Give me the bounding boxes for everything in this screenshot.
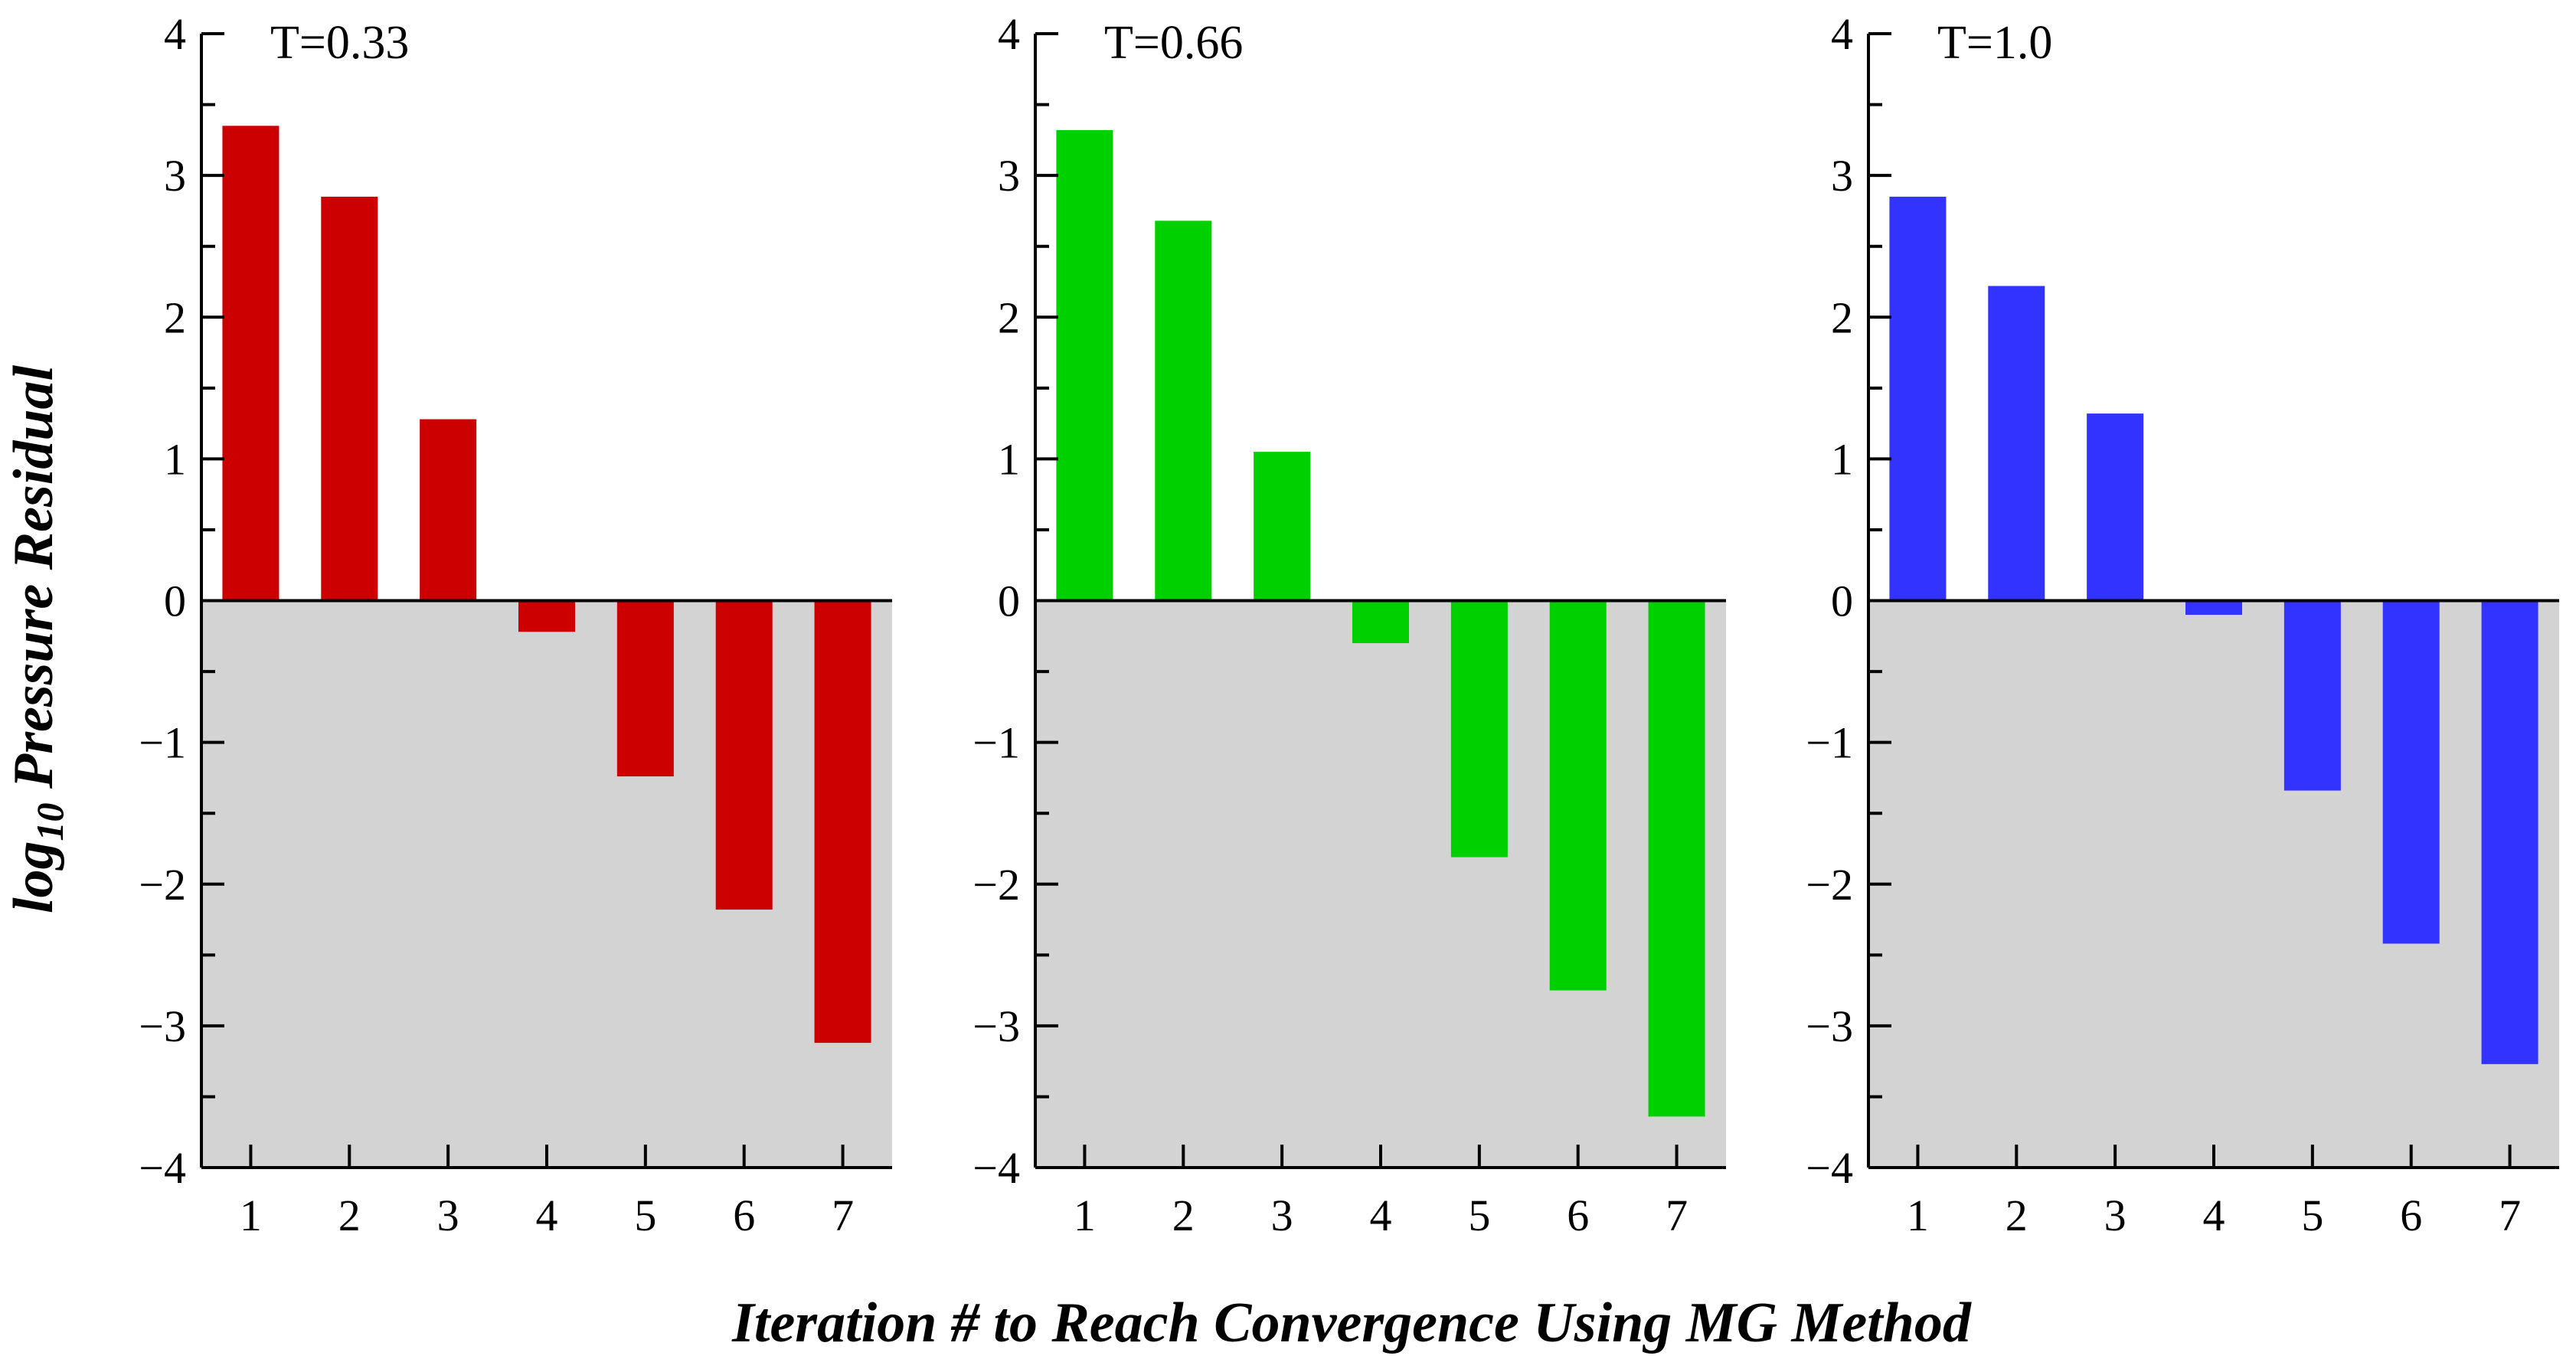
- bar-5: [1450, 600, 1508, 858]
- y-tick-label: 1: [998, 434, 1020, 484]
- y-tick-label: −3: [139, 1001, 186, 1051]
- y-tick-label: 0: [998, 577, 1020, 626]
- chart-panel-3: −4 −3 −2 −1 0 1 2 3 4 1 2 3 4 5 6 7 T=1.0: [1806, 9, 2559, 1240]
- y-tick-label: −1: [1806, 718, 1853, 768]
- y-tick-label: 0: [164, 577, 186, 626]
- x-tick-label: 4: [2203, 1191, 2225, 1240]
- x-tick-label: 4: [1370, 1191, 1392, 1240]
- x-tick-label: 6: [1567, 1191, 1589, 1240]
- x-tick-label: 5: [1468, 1191, 1490, 1240]
- x-tick-label: 3: [1271, 1191, 1293, 1240]
- chart-panel-1: −4 −3 −2 −1 0 1 2 3 4 1 2 3 4 5 6 7 T=0.33: [139, 9, 892, 1240]
- x-tick-label: 2: [338, 1191, 361, 1240]
- x-tick-label: 4: [536, 1191, 558, 1240]
- y-tick-label: 2: [998, 292, 1020, 342]
- bar-2: [1155, 220, 1212, 601]
- y-tick-label: −4: [139, 1143, 186, 1193]
- x-tick-label: 2: [2006, 1191, 2028, 1240]
- bar-7: [2481, 600, 2538, 1064]
- y-tick-label: 2: [164, 292, 186, 342]
- panel-title: T=0.33: [270, 17, 409, 69]
- bar-7: [814, 600, 871, 1044]
- x-tick-label: 3: [437, 1191, 459, 1240]
- x-tick-label: 7: [2499, 1191, 2521, 1240]
- bar-5: [2283, 600, 2341, 791]
- bar-1: [1056, 129, 1113, 601]
- bar-7: [1648, 600, 1705, 1117]
- y-tick-label: −2: [1806, 860, 1853, 910]
- x-tick-label: 6: [2400, 1191, 2422, 1240]
- y-axis-label-log: log: [2, 841, 65, 913]
- bar-6: [2382, 600, 2440, 944]
- y-tick-label: 3: [164, 151, 186, 201]
- y-tick-label: 4: [164, 9, 186, 59]
- y-tick-label: −2: [973, 860, 1020, 910]
- y-tick-label: 2: [1831, 292, 1853, 342]
- bar-1: [222, 126, 280, 601]
- x-tick-label: 7: [832, 1191, 854, 1240]
- bar-3: [1254, 452, 1311, 601]
- y-tick-label: −3: [973, 1001, 1020, 1051]
- y-tick-label: −1: [139, 718, 186, 768]
- x-tick-label: 6: [733, 1191, 755, 1240]
- bar-4: [518, 600, 575, 632]
- negative-region: [1868, 600, 2559, 1168]
- y-tick-label: 3: [1831, 151, 1853, 201]
- bar-4: [2185, 600, 2242, 616]
- panel-title: T=1.0: [1937, 17, 2052, 69]
- bar-5: [616, 600, 674, 777]
- x-tick-label: 5: [634, 1191, 656, 1240]
- negative-region: [1035, 600, 1726, 1168]
- y-tick-label: 1: [164, 434, 186, 484]
- x-tick-label: 5: [2301, 1191, 2323, 1240]
- negative-region: [201, 600, 892, 1168]
- y-tick-label: 1: [1831, 434, 1853, 484]
- bar-4: [1352, 600, 1409, 644]
- x-axis-label: Iteration # to Reach Convergence Using M…: [731, 1292, 1972, 1354]
- y-tick-label: −3: [1806, 1001, 1853, 1051]
- y-tick-label: 4: [998, 9, 1020, 59]
- bar-2: [321, 196, 378, 601]
- y-tick-label: −4: [973, 1143, 1020, 1193]
- x-tick-label: 2: [1172, 1191, 1195, 1240]
- y-axis-label: log10 Pressure Residual: [2, 365, 71, 914]
- bar-2: [1988, 286, 2045, 601]
- y-tick-label: 0: [1831, 577, 1853, 626]
- bar-3: [420, 419, 477, 601]
- y-tick-label: −1: [973, 718, 1020, 768]
- x-tick-label: 1: [240, 1191, 262, 1240]
- y-axis-label-subscript: 10: [28, 802, 71, 841]
- x-tick-label: 7: [1666, 1191, 1688, 1240]
- bar-1: [1889, 196, 1947, 601]
- y-axis-label-rest: Pressure Residual: [2, 365, 65, 803]
- bar-3: [2087, 413, 2144, 601]
- panel-title: T=0.66: [1104, 17, 1243, 69]
- y-tick-label: −2: [139, 860, 186, 910]
- bar-6: [715, 600, 773, 910]
- y-tick-label: 3: [998, 151, 1020, 201]
- chart-panel-2: −4 −3 −2 −1 0 1 2 3 4 1 2 3 4 5 6 7 T=0.66: [973, 9, 1726, 1240]
- y-tick-label: −4: [1806, 1143, 1853, 1193]
- x-tick-label: 1: [1907, 1191, 1929, 1240]
- x-tick-label: 3: [2104, 1191, 2127, 1240]
- y-tick-label: 4: [1831, 9, 1853, 59]
- chart-panels: −4 −3 −2 −1 0 1 2 3 4 1 2 3 4 5 6 7 T=0.33 −4 −3 −2 −1 0 1 2 3 4 1…: [139, 9, 2559, 1240]
- bar-6: [1549, 600, 1607, 991]
- x-tick-label: 1: [1074, 1191, 1096, 1240]
